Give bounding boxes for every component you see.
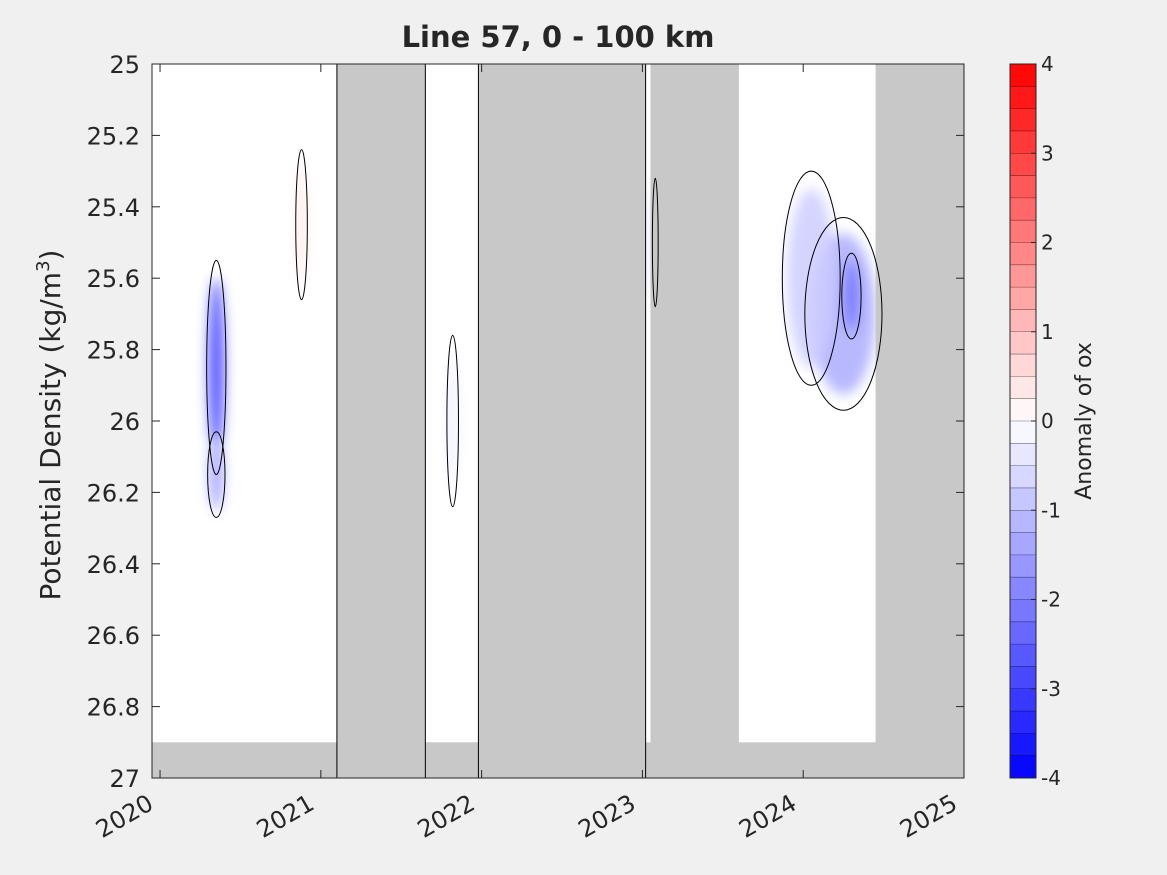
y-tick-label-26.6: 26.6 [87,622,140,650]
colorbar-level-25 [1010,621,1036,645]
colorbar-level-15 [1010,398,1036,422]
zero-contour-0 [206,259,227,476]
colorbar-level-19 [1010,487,1036,511]
colorbar-tick-label-0: 0 [1041,409,1054,433]
colorbar-tick-label-1: 1 [1041,320,1054,344]
colorbar-tick-label--4: -4 [1041,766,1061,790]
anomaly-feature-7 [447,349,458,493]
x-tick-label-2023: 2023 [574,789,641,844]
colorbar-level-22 [1010,554,1036,578]
y-axis-label-close: ) [34,250,67,261]
colorbar-level-9 [1010,264,1036,288]
x-tick-label-2020: 2020 [91,789,158,844]
colorbar-level-16 [1010,421,1036,444]
colorbar-level-2 [1010,108,1036,132]
x-tick-label-2022: 2022 [413,789,480,844]
zero-contour-5 [781,170,841,386]
y-axis-label-main: Potential Density (kg/m [34,272,67,601]
colorbar-level-6 [1010,197,1036,221]
zero-contour-3 [804,217,883,411]
colorbar-level-5 [1010,175,1036,199]
no-data-regions [152,64,964,778]
y-tick-label-27: 27 [109,765,140,793]
zero-contour-6 [651,177,659,308]
y-tick-label-25.6: 25.6 [87,265,140,293]
colorbar-level-10 [1010,287,1036,310]
y-tick-label-25.4: 25.4 [87,194,140,222]
no-data-period-0 [336,64,426,778]
heatmap-content [152,64,964,778]
x-tick-label-2025: 2025 [895,789,962,844]
colorbar-level-28 [1010,688,1036,712]
colorbar-label: Anomaly of ox [1072,342,1097,500]
colorbar-level-0 [1010,64,1036,87]
colorbar-level-24 [1010,599,1036,623]
colorbar-level-27 [1010,666,1036,690]
anomaly-feature-2 [296,162,307,288]
y-axis-label: Potential Density (kg/m3) [33,250,67,601]
colorbar-level-12 [1010,331,1036,355]
y-tick-label-26: 26 [109,408,140,436]
no-data-bottom-band [152,742,964,778]
x-tick-label-2024: 2024 [734,789,801,844]
zero-contour-1 [207,431,226,518]
zero-contour-7 [446,334,459,508]
y-tick-label-26.4: 26.4 [87,551,140,579]
y-axis-label-superscript: 3 [33,260,54,271]
colorbar-tick-label--2: -2 [1041,588,1061,612]
colorbar-level-3 [1010,130,1036,154]
colorbar-tick-label-3: 3 [1041,141,1054,165]
colorbar-level-7 [1010,220,1036,243]
no-data-period-2 [650,64,739,778]
x-tick-label-2021: 2021 [252,789,319,844]
y-tick-label-25.2: 25.2 [87,122,140,150]
chart-title: Line 57, 0 - 100 km [402,20,715,54]
zero-contours [206,149,883,518]
colorbar-tick-label--3: -3 [1041,677,1061,701]
colorbar-level-11 [1010,309,1036,333]
colorbar-level-14 [1010,376,1036,400]
colorbar-level-4 [1010,153,1036,177]
colorbar-tick-label-2: 2 [1041,231,1054,255]
zero-contour-4 [841,252,862,340]
colorbar-tick-label-4: 4 [1041,52,1054,76]
colorbar: 4 3 2 1 0 -1 -2 -3 -4 [1009,52,1061,790]
colorbar-tick-label--1: -1 [1041,498,1061,522]
colorbar-level-1 [1010,86,1036,110]
colorbar-level-21 [1010,532,1036,556]
colorbar-level-23 [1010,577,1036,600]
no-data-end-period [875,64,964,778]
colorbar-level-29 [1010,711,1036,734]
colorbar-level-26 [1010,644,1036,667]
y-tick-label-25: 25 [109,51,140,79]
colorbar-level-18 [1010,465,1036,489]
colorbar-level-31 [1010,755,1036,779]
no-data-period-1 [478,64,646,778]
anomaly-feature-0 [208,278,225,457]
y-axis: 25 25.2 25.4 25.6 25.8 26 26.2 26.4 26.6 26.8 27 [87,51,964,793]
y-tick-label-26.8: 26.8 [87,694,140,722]
colorbar-level-30 [1010,733,1036,757]
y-tick-label-26.2: 26.2 [87,479,140,507]
y-tick-label-25.8: 25.8 [87,337,140,365]
anomaly-feature-5 [787,188,836,368]
anomaly-feature-4 [843,260,860,332]
colorbar-level-8 [1010,242,1036,266]
colorbar-level-13 [1010,354,1036,377]
colorbar-level-17 [1010,443,1036,467]
colorbar-level-20 [1010,510,1036,534]
zero-contour-2 [295,149,308,301]
